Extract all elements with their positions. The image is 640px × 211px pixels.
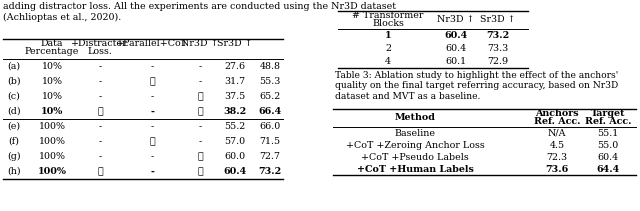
Text: Method: Method <box>395 114 435 123</box>
Text: -: - <box>150 122 154 131</box>
Text: 10%: 10% <box>42 62 63 71</box>
Text: Baseline: Baseline <box>394 128 435 138</box>
Text: 1: 1 <box>385 31 391 40</box>
Text: 55.0: 55.0 <box>597 141 619 150</box>
Text: 100%: 100% <box>38 152 65 161</box>
Text: -: - <box>150 92 154 101</box>
Text: -: - <box>198 122 202 131</box>
Text: 64.4: 64.4 <box>596 165 620 173</box>
Text: -: - <box>99 62 102 71</box>
Text: +CoT +Human Labels: +CoT +Human Labels <box>356 165 474 173</box>
Text: Loss.: Loss. <box>88 47 113 57</box>
Text: 60.1: 60.1 <box>445 57 467 66</box>
Text: 4: 4 <box>385 57 391 66</box>
Text: Nr3D ↑: Nr3D ↑ <box>181 39 219 49</box>
Text: (a): (a) <box>8 62 20 71</box>
Text: ✓: ✓ <box>197 152 203 161</box>
Text: 72.3: 72.3 <box>547 153 568 161</box>
Text: ✓: ✓ <box>197 167 203 176</box>
Text: Sr3D ↑: Sr3D ↑ <box>480 15 516 24</box>
Text: Ref. Acc.: Ref. Acc. <box>534 118 580 127</box>
Text: Nr3D ↑: Nr3D ↑ <box>437 15 475 24</box>
Text: # Transformer: # Transformer <box>352 12 424 20</box>
Text: 60.4: 60.4 <box>445 44 467 53</box>
Text: Table 3: Ablation study to highlight the effect of the anchors'
quality on the f: Table 3: Ablation study to highlight the… <box>335 71 618 101</box>
Text: -: - <box>99 152 102 161</box>
Text: 73.3: 73.3 <box>488 44 509 53</box>
Text: Ref. Acc.: Ref. Acc. <box>585 118 631 127</box>
Text: -: - <box>99 77 102 86</box>
Text: 37.5: 37.5 <box>225 92 246 101</box>
Text: 60.4: 60.4 <box>444 31 468 40</box>
Text: 60.0: 60.0 <box>225 152 246 161</box>
Text: ✓: ✓ <box>97 107 103 116</box>
Text: 100%: 100% <box>38 122 65 131</box>
Text: 55.2: 55.2 <box>225 122 246 131</box>
Text: Blocks: Blocks <box>372 19 404 28</box>
Text: ✓: ✓ <box>197 92 203 101</box>
Text: +CoT +Zeroing Anchor Loss: +CoT +Zeroing Anchor Loss <box>346 141 484 150</box>
Text: (g): (g) <box>7 152 21 161</box>
Text: +Parallel+CoT: +Parallel+CoT <box>116 39 188 49</box>
Text: Data: Data <box>41 39 63 49</box>
Text: 55.1: 55.1 <box>597 128 619 138</box>
Text: ✓: ✓ <box>149 77 155 86</box>
Text: (f): (f) <box>8 137 19 146</box>
Text: 73.2: 73.2 <box>486 31 509 40</box>
Text: adding distractor loss. All the experiments are conducted using the Nr3D dataset: adding distractor loss. All the experime… <box>3 2 396 22</box>
Text: 38.2: 38.2 <box>223 107 246 116</box>
Text: 27.6: 27.6 <box>225 62 246 71</box>
Text: 10%: 10% <box>42 92 63 101</box>
Text: -: - <box>150 152 154 161</box>
Text: 4.5: 4.5 <box>549 141 564 150</box>
Text: 66.0: 66.0 <box>259 122 280 131</box>
Text: ✓: ✓ <box>149 137 155 146</box>
Text: (e): (e) <box>8 122 20 131</box>
Text: 100%: 100% <box>38 137 65 146</box>
Text: 55.3: 55.3 <box>259 77 281 86</box>
Text: Sr3D ↑: Sr3D ↑ <box>217 39 253 49</box>
Text: 65.2: 65.2 <box>259 92 280 101</box>
Text: 72.7: 72.7 <box>259 152 280 161</box>
Text: 72.9: 72.9 <box>488 57 509 66</box>
Text: -: - <box>99 137 102 146</box>
Text: -: - <box>198 77 202 86</box>
Text: (h): (h) <box>7 167 21 176</box>
Text: 60.4: 60.4 <box>597 153 619 161</box>
Text: Target: Target <box>591 110 625 119</box>
Text: 100%: 100% <box>38 167 67 176</box>
Text: Anchors: Anchors <box>535 110 579 119</box>
Text: (c): (c) <box>8 92 20 101</box>
Text: -: - <box>99 92 102 101</box>
Text: (d): (d) <box>7 107 21 116</box>
Text: 73.2: 73.2 <box>259 167 282 176</box>
Text: Percentage: Percentage <box>25 47 79 57</box>
Text: 66.4: 66.4 <box>259 107 282 116</box>
Text: +CoT +Pseudo Labels: +CoT +Pseudo Labels <box>361 153 469 161</box>
Text: 10%: 10% <box>41 107 63 116</box>
Text: (b): (b) <box>7 77 21 86</box>
Text: ✓: ✓ <box>197 107 203 116</box>
Text: -: - <box>99 122 102 131</box>
Text: +Distractor.: +Distractor. <box>70 39 129 49</box>
Text: -: - <box>198 62 202 71</box>
Text: -: - <box>198 137 202 146</box>
Text: 2: 2 <box>385 44 391 53</box>
Text: 48.8: 48.8 <box>259 62 280 71</box>
Text: N/A: N/A <box>548 128 566 138</box>
Text: -: - <box>150 167 154 176</box>
Text: 60.4: 60.4 <box>223 167 246 176</box>
Text: 57.0: 57.0 <box>225 137 246 146</box>
Text: 10%: 10% <box>42 77 63 86</box>
Text: 71.5: 71.5 <box>259 137 280 146</box>
Text: ✓: ✓ <box>97 167 103 176</box>
Text: 73.6: 73.6 <box>545 165 568 173</box>
Text: -: - <box>150 62 154 71</box>
Text: -: - <box>150 107 154 116</box>
Text: 31.7: 31.7 <box>225 77 246 86</box>
